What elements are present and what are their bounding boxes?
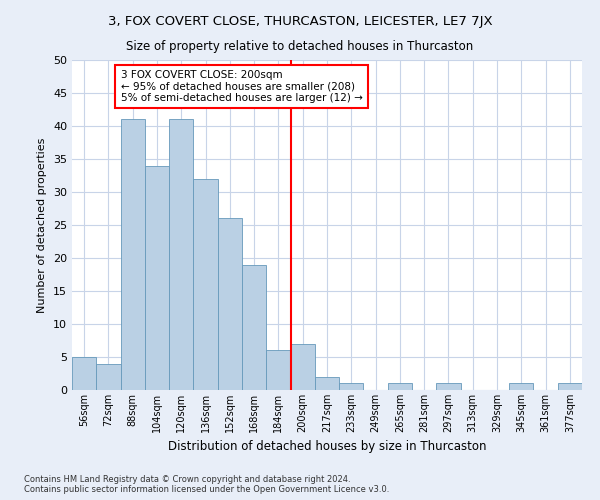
Y-axis label: Number of detached properties: Number of detached properties [37,138,47,312]
Bar [121,120,145,390]
Text: Size of property relative to detached houses in Thurcaston: Size of property relative to detached ho… [127,40,473,53]
Bar [509,384,533,390]
Bar [436,384,461,390]
Bar [96,364,121,390]
Bar [339,384,364,390]
Bar [266,350,290,390]
Bar [290,344,315,390]
Text: 3 FOX COVERT CLOSE: 200sqm
← 95% of detached houses are smaller (208)
5% of semi: 3 FOX COVERT CLOSE: 200sqm ← 95% of deta… [121,70,362,103]
Bar [315,377,339,390]
Bar [218,218,242,390]
X-axis label: Distribution of detached houses by size in Thurcaston: Distribution of detached houses by size … [168,440,486,454]
Text: Contains public sector information licensed under the Open Government Licence v3: Contains public sector information licen… [24,486,389,494]
Bar [193,179,218,390]
Bar [145,166,169,390]
Text: 3, FOX COVERT CLOSE, THURCASTON, LEICESTER, LE7 7JX: 3, FOX COVERT CLOSE, THURCASTON, LEICEST… [107,15,493,28]
Bar [558,384,582,390]
Bar [169,120,193,390]
Text: Contains HM Land Registry data © Crown copyright and database right 2024.: Contains HM Land Registry data © Crown c… [24,476,350,484]
Bar [388,384,412,390]
Bar [242,264,266,390]
Bar [72,357,96,390]
